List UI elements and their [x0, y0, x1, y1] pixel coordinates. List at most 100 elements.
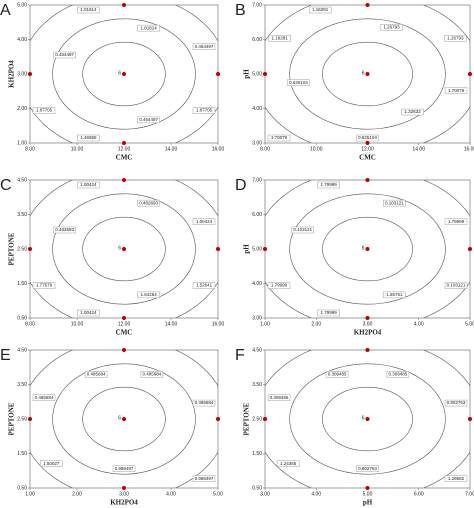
contour-label: 1.50027	[43, 461, 60, 466]
y-axis-label: PEPTONE	[8, 232, 16, 265]
x-axis-label: CMC	[116, 329, 133, 337]
contour-label-box	[192, 218, 216, 225]
x-tick-label: 3.00	[119, 491, 129, 497]
y-axis-label: PEPTONE	[243, 402, 251, 435]
contour-label-box	[401, 108, 424, 116]
y-tick-label: 4.50	[252, 347, 262, 353]
contour-label-box	[32, 282, 56, 289]
contour-label: 0.988497	[115, 466, 134, 471]
contour-label: 1.01814	[140, 25, 157, 30]
panel-label: E	[0, 347, 11, 364]
y-tick-label: 7.00	[252, 2, 262, 8]
contour-label-box	[267, 134, 291, 142]
contour-label: 1.70079	[271, 135, 288, 140]
contours	[30, 5, 218, 143]
design-point	[122, 247, 126, 251]
contour-label: 0.485684	[35, 395, 54, 400]
contour-label-box	[137, 199, 160, 207]
design-point	[263, 247, 267, 251]
y-tick-label: 7.00	[252, 177, 262, 183]
contour-label: 1.52641	[196, 283, 213, 288]
design-point	[365, 486, 370, 490]
contour-label-box	[137, 24, 160, 32]
x-tick-label: 3.00	[260, 491, 270, 497]
contour-label-box	[276, 460, 300, 467]
contour-label: 1.70079	[448, 88, 465, 93]
contour-label-box	[137, 291, 160, 299]
contour-label: 1.26793	[383, 25, 400, 30]
y-tick-label: 2.50	[252, 416, 262, 422]
panel-label: B	[235, 2, 246, 19]
x-tick-label: 12.00	[118, 146, 131, 152]
design-point	[216, 247, 220, 251]
y-tick-label: 3.00	[252, 315, 262, 321]
panel-label: A	[0, 2, 11, 19]
x-tick-label: 4.00	[166, 491, 176, 497]
contour-label-box	[84, 371, 108, 378]
contour-line	[52, 18, 196, 130]
contour-label-box	[192, 107, 216, 114]
x-axis-label: CMC	[359, 154, 376, 162]
contour-label: 1.01814	[80, 7, 97, 12]
contour-label-box	[380, 24, 403, 31]
contour-label-box	[40, 460, 63, 467]
contours	[30, 350, 218, 488]
design-point	[28, 247, 32, 251]
y-tick-label: 6.00	[252, 37, 262, 43]
y-tick-label: 1.50	[17, 451, 27, 457]
contour-label: 0.464497	[195, 44, 214, 49]
design-point	[365, 247, 370, 251]
design-point	[28, 417, 32, 421]
x-tick-label: 14.00	[412, 146, 425, 152]
y-tick-label: 4.00	[17, 37, 27, 43]
y-tick-label: 6.00	[252, 212, 262, 218]
contour-label: 0.482693	[139, 200, 158, 205]
y-tick-label: 4.50	[17, 177, 27, 183]
contour-label-box	[192, 43, 216, 50]
y-tick-label: 4.50	[17, 347, 27, 353]
design-point	[365, 72, 370, 76]
panel: D 1.00 2.00 3.00 4.00 5.00 3.00 4.00 5.00 6.00 7.0…	[235, 177, 474, 336]
contour-label-box	[444, 87, 468, 94]
contour-label-box	[77, 309, 100, 317]
contour-label-box	[77, 181, 100, 189]
contour-line	[289, 363, 446, 475]
contour-label: 0.309485	[389, 371, 408, 376]
x-tick-label: 7.00	[465, 491, 474, 497]
contour-label: 0.103121	[447, 283, 466, 288]
x-tick-label: 14.00	[165, 146, 178, 152]
contour-line	[52, 363, 196, 475]
contour-label-box	[53, 51, 76, 59]
x-axis-label: KH2PO4	[110, 499, 138, 507]
contour-line	[289, 193, 446, 305]
contour-label: 1.56761	[386, 292, 403, 297]
design-point	[365, 141, 370, 145]
contour-label: 1.77578	[36, 283, 53, 288]
y-tick-label: 3.00	[17, 71, 27, 77]
y-tick-label: 3.50	[17, 382, 27, 388]
design-point	[263, 72, 267, 76]
contour-label-box	[32, 394, 56, 401]
x-tick-label: 5.00	[465, 321, 474, 327]
contour-label-box	[287, 79, 310, 86]
y-tick-label: 3.50	[252, 382, 262, 388]
contour-label: 0.988497	[195, 476, 214, 481]
contour-label: 1.64254	[140, 292, 157, 297]
contour-label: 1.79999	[448, 219, 465, 224]
x-tick-label: 5.00	[213, 491, 223, 497]
x-tick-label: 10.00	[71, 321, 84, 327]
x-tick-label: 10.00	[310, 146, 323, 152]
design-point	[28, 72, 32, 76]
design-point	[365, 3, 370, 7]
x-axis-label: CMC	[116, 154, 133, 162]
y-tick-label: 1.50	[252, 451, 262, 457]
y-tick-label: 5.00	[17, 2, 27, 8]
y-tick-label: 3.00	[252, 140, 262, 146]
x-tick-label: 6.00	[414, 491, 424, 497]
y-tick-label: 1.50	[17, 281, 27, 287]
design-point	[365, 178, 370, 182]
contour-line	[322, 386, 413, 452]
contour-label-box	[444, 218, 468, 225]
y-axis-label: KH2PO4	[8, 60, 16, 88]
x-tick-label: 12.00	[361, 146, 374, 152]
